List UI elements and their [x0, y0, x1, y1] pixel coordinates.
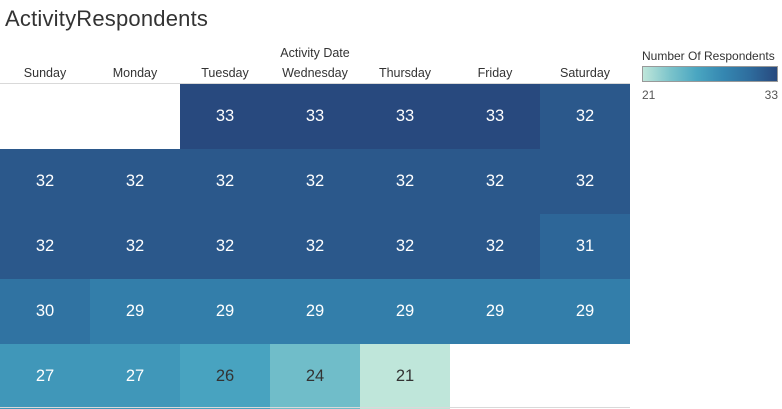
column-axis-title: Activity Date: [280, 46, 350, 60]
heatmap-cell-week3-tuesday[interactable]: 32: [180, 214, 270, 279]
heatmap-cell-week3-sunday[interactable]: 32: [0, 214, 90, 279]
heatmap-cell-week4-thursday[interactable]: 29: [360, 279, 450, 344]
legend-min-label: 21: [642, 88, 656, 102]
cell-value-label: 33: [485, 107, 505, 125]
cell-value-label: 33: [305, 107, 325, 125]
heatmap-cell-week3-saturday[interactable]: 31: [540, 214, 630, 279]
cell-value-label: 26: [215, 367, 235, 385]
heatmap-cell-week5-sunday[interactable]: 27: [0, 344, 90, 409]
heatmap-cell-week4-wednesday[interactable]: 29: [270, 279, 360, 344]
heatmap-cell-week2-wednesday[interactable]: 32: [270, 149, 360, 214]
cell-value-label: 32: [575, 172, 595, 190]
heatmap-cell-week3-thursday[interactable]: 32: [360, 214, 450, 279]
heatmap-cell-week4-sunday[interactable]: 30: [0, 279, 90, 344]
legend-gradient-bar: [642, 66, 778, 82]
cell-value-label: 24: [305, 367, 325, 385]
cell-value-label: 32: [35, 237, 55, 255]
heatmap-cell-week4-friday[interactable]: 29: [450, 279, 540, 344]
day-header-friday[interactable]: Friday: [477, 66, 513, 80]
heatmap-cell-week2-tuesday[interactable]: 32: [180, 149, 270, 214]
legend-title: Number Of Respondents: [642, 49, 775, 63]
heatmap-cell-week5-monday[interactable]: 27: [90, 344, 180, 409]
bottom-divider: [0, 407, 630, 408]
heatmap-cell-week4-tuesday[interactable]: 29: [180, 279, 270, 344]
cell-value-label: 29: [575, 302, 595, 320]
heatmap-cell-week5-thursday[interactable]: 21: [360, 344, 450, 409]
heatmap-cell-week4-saturday[interactable]: 29: [540, 279, 630, 344]
heatmap-cell-week2-monday[interactable]: 32: [90, 149, 180, 214]
day-header-tuesday[interactable]: Tuesday: [201, 66, 249, 80]
day-header-sunday[interactable]: Sunday: [23, 66, 67, 80]
cell-value-label: 32: [395, 237, 415, 255]
heatmap-cell-week3-monday[interactable]: 32: [90, 214, 180, 279]
cell-value-label: 32: [125, 237, 145, 255]
cell-value-label: 32: [35, 172, 55, 190]
heatmap-cell-week5-wednesday[interactable]: 24: [270, 344, 360, 409]
heatmap-cell-week2-friday[interactable]: 32: [450, 149, 540, 214]
heatmap-cell-week4-monday[interactable]: 29: [90, 279, 180, 344]
legend-range: 21 33: [642, 88, 778, 102]
cell-value-label: 27: [125, 367, 145, 385]
cell-value-label: 32: [305, 237, 325, 255]
color-legend[interactable]: Number Of Respondents 21 33: [642, 49, 780, 102]
heatmap-cell-week2-saturday[interactable]: 32: [540, 149, 630, 214]
cell-value-label: 33: [215, 107, 235, 125]
cell-value-label: 32: [215, 237, 235, 255]
day-header-monday[interactable]: Monday: [112, 66, 158, 80]
calendar-heatmap: 33 33 33 33 32 32 32 32 32 32 32 32 32 32 32 32 32 32 31 30…: [0, 84, 630, 409]
heatmap-cell-week5-saturday: [540, 344, 630, 409]
cell-value-label: 32: [395, 172, 415, 190]
heatmap-cell-week3-friday[interactable]: 32: [450, 214, 540, 279]
cell-value-label: 21: [395, 367, 415, 385]
day-header-saturday[interactable]: Saturday: [559, 66, 611, 80]
heatmap-cell-week2-sunday[interactable]: 32: [0, 149, 90, 214]
cell-value-label: 29: [395, 302, 415, 320]
heatmap-cell-week5-tuesday[interactable]: 26: [180, 344, 270, 409]
header-divider: [0, 83, 630, 84]
day-header-row: Sunday Monday Tuesday Wednesday Thursday…: [0, 66, 630, 82]
cell-value-label: 31: [575, 237, 595, 255]
day-header-wednesday[interactable]: Wednesday: [282, 66, 348, 80]
heatmap-cell-week1-thursday[interactable]: 33: [360, 84, 450, 149]
cell-value-label: 29: [485, 302, 505, 320]
cell-value-label: 32: [485, 237, 505, 255]
heatmap-cell-week1-wednesday[interactable]: 33: [270, 84, 360, 149]
cell-value-label: 32: [575, 107, 595, 125]
cell-value-label: 29: [215, 302, 235, 320]
cell-value-label: 29: [125, 302, 145, 320]
heatmap-cell-week1-tuesday[interactable]: 33: [180, 84, 270, 149]
cell-value-label: 32: [125, 172, 145, 190]
heatmap-cell-week1-monday: [90, 84, 180, 149]
view-title: ActivityRespondents: [5, 6, 209, 31]
legend-max-label: 33: [764, 88, 778, 102]
cell-value-label: 27: [35, 367, 55, 385]
cell-value-label: 29: [305, 302, 325, 320]
heatmap-cell-week1-saturday[interactable]: 32: [540, 84, 630, 149]
heatmap-cell-week1-friday[interactable]: 33: [450, 84, 540, 149]
day-header-thursday[interactable]: Thursday: [378, 66, 432, 80]
heatmap-cell-week5-friday: [450, 344, 540, 409]
cell-value-label: 32: [305, 172, 325, 190]
heatmap-cell-week1-sunday: [0, 84, 90, 149]
heatmap-cell-week2-thursday[interactable]: 32: [360, 149, 450, 214]
heatmap-cell-week3-wednesday[interactable]: 32: [270, 214, 360, 279]
cell-value-label: 33: [395, 107, 415, 125]
cell-value-label: 32: [485, 172, 505, 190]
cell-value-label: 30: [35, 302, 55, 320]
cell-value-label: 32: [215, 172, 235, 190]
